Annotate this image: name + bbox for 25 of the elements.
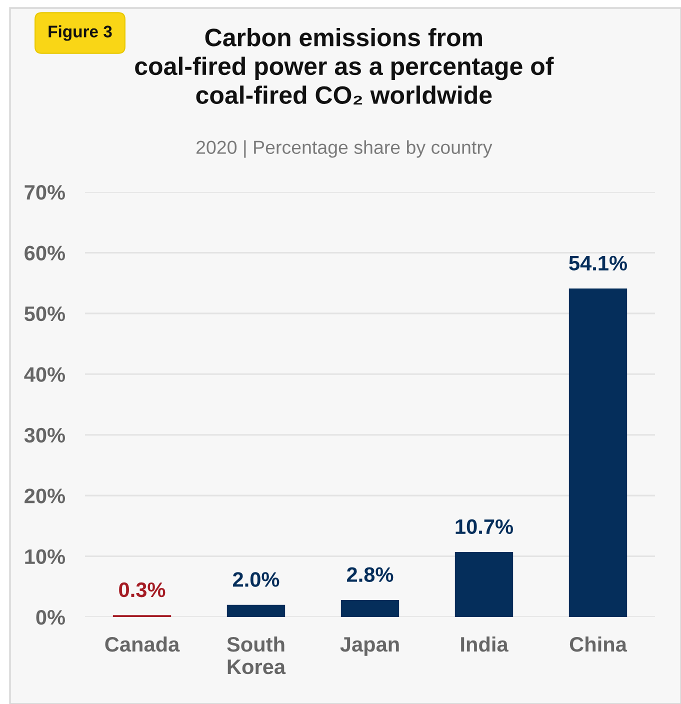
bar xyxy=(568,288,628,617)
chart-subtitle: 2020 | Percentage share by country xyxy=(196,140,492,158)
x-tick-label: India xyxy=(461,636,508,652)
data-label: 54.1% xyxy=(569,256,627,271)
bar xyxy=(340,600,400,617)
data-label: 2.0% xyxy=(232,572,280,587)
y-tick-label: 20% xyxy=(24,488,66,504)
y-tick-label: 30% xyxy=(24,428,66,443)
x-tick-label: South Korea xyxy=(227,636,286,674)
caption: Figure 3 xyxy=(48,25,112,41)
bar xyxy=(226,604,286,617)
y-tick-label: 10% xyxy=(25,549,66,564)
y-tick-label: 0% xyxy=(36,610,66,625)
chart-title: Carbon emissions from coal-fired power as a percentage of coal-fired CO₂ worldwide xyxy=(135,28,554,104)
data-label: 0.3% xyxy=(119,582,166,598)
x-tick-label: Japan xyxy=(340,637,399,656)
bar xyxy=(454,552,514,617)
data-label: 10.7% xyxy=(456,519,513,534)
y-tick-label: 70% xyxy=(24,185,66,200)
y-tick-label: 50% xyxy=(24,306,66,322)
y-tick-label: 40% xyxy=(24,367,66,382)
y-tick-label: 60% xyxy=(24,246,66,260)
data-label: 2.8% xyxy=(346,567,394,582)
x-tick-label: Canada xyxy=(105,636,180,652)
x-tick-label: China xyxy=(570,636,628,652)
